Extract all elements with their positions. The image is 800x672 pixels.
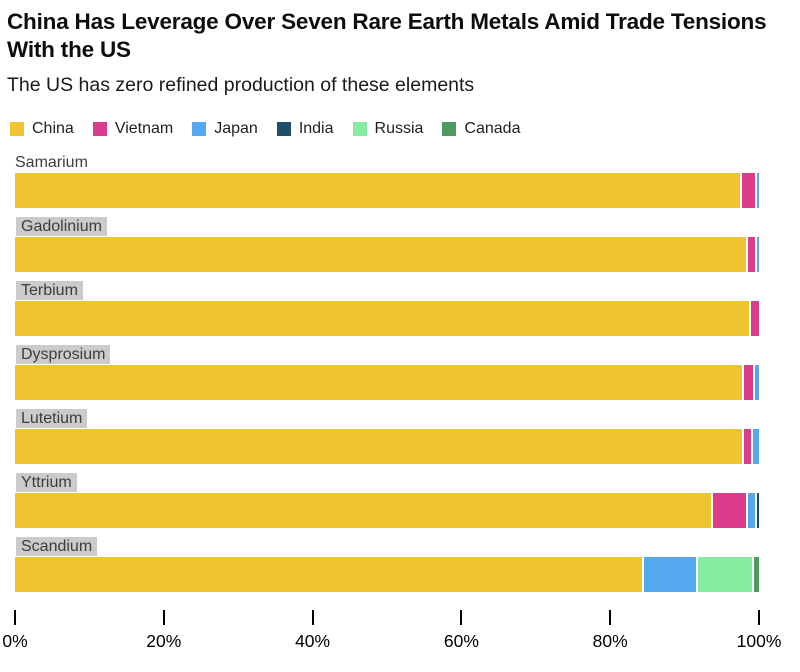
- bar-segment-vietnam: [746, 237, 756, 272]
- chart-row-lutetium: Lutetium: [15, 409, 759, 473]
- category-label: Gadolinium: [16, 217, 107, 236]
- category-label: Lutetium: [16, 409, 88, 428]
- category-label: Dysprosium: [16, 345, 111, 364]
- bar-track: [15, 493, 759, 528]
- chart-row-terbium: Terbium: [15, 281, 759, 345]
- bar-segment-china: [15, 365, 742, 400]
- bar-segment-japan: [755, 237, 759, 272]
- category-label-line: Scandium: [15, 537, 759, 557]
- bar-segment-china: [15, 557, 643, 592]
- bar-segment-china: [15, 173, 741, 208]
- bar-segment-vietnam: [748, 301, 759, 336]
- bar-track: [15, 301, 759, 336]
- legend-label: Canada: [464, 120, 521, 137]
- chart-row-dysprosium: Dysprosium: [15, 345, 759, 409]
- bar-segment-japan: [750, 429, 759, 464]
- legend-item-russia: Russia: [352, 120, 424, 138]
- axis-tick: [311, 610, 314, 625]
- chart-row-gadolinium: Gadolinium: [15, 217, 759, 281]
- axis-tick-label: 100%: [736, 631, 782, 651]
- bar-track: [15, 429, 759, 464]
- legend-swatch: [192, 122, 207, 136]
- category-label: Scandium: [16, 537, 98, 556]
- x-axis: 0% 20% 40% 60% 80% 100%: [2, 610, 781, 662]
- legend-swatch: [442, 122, 457, 136]
- bar-segment-china: [15, 429, 742, 464]
- bar-segment-vietnam: [740, 173, 755, 208]
- bar-segment-japan: [753, 365, 759, 400]
- legend-label: India: [298, 120, 334, 137]
- axis-tick: [162, 610, 165, 625]
- bar-segment-india: [754, 493, 759, 528]
- bar-segment-china: [15, 493, 711, 528]
- category-label-line: Yttrium: [15, 473, 759, 493]
- legend-swatch: [92, 122, 107, 136]
- bar-chart: Samarium Gadolinium Terbium Dysprosium Lutet…: [15, 153, 759, 601]
- axis-tick-label: 80%: [592, 631, 628, 651]
- axis-tick-label: 40%: [295, 631, 331, 651]
- legend-label: China: [32, 120, 74, 137]
- chart-row-yttrium: Yttrium: [15, 473, 759, 537]
- legend-swatch: [276, 122, 291, 136]
- axis-tick-label: 0%: [2, 631, 28, 651]
- chart-subtitle: The US has zero refined production of th…: [7, 74, 475, 96]
- legend-swatch: [352, 122, 367, 136]
- bar-track: [15, 237, 759, 272]
- axis-tick-label: 60%: [443, 631, 479, 651]
- category-label-line: Terbium: [15, 281, 759, 301]
- bar-segment-china: [15, 237, 747, 272]
- bar-segment-japan: [745, 493, 755, 528]
- legend-label: Japan: [214, 120, 258, 137]
- category-label: Samarium: [15, 154, 88, 171]
- legend-item-india: India: [276, 120, 334, 138]
- legend-label: Russia: [374, 120, 424, 137]
- chart-title: China Has Leverage Over Seven Rare Earth…: [7, 9, 767, 62]
- legend-swatch: [10, 122, 24, 136]
- bar-segment-vietnam: [710, 493, 746, 528]
- chart-row-scandium: Scandium: [15, 537, 759, 601]
- category-label-line: Dysprosium: [15, 345, 759, 365]
- axis-tick-label: 20%: [146, 631, 182, 651]
- bar-segment-china: [15, 301, 749, 336]
- category-label: Terbium: [16, 281, 83, 300]
- axis-tick: [609, 610, 612, 625]
- category-label: Yttrium: [16, 473, 77, 492]
- bar-segment-vietnam: [741, 429, 751, 464]
- legend-label: Vietnam: [114, 120, 174, 137]
- category-label-line: Samarium: [15, 153, 759, 173]
- legend-item-canada: Canada: [442, 120, 520, 138]
- axis-tick: [758, 610, 760, 625]
- bar-track: [15, 365, 759, 400]
- chart-row-samarium: Samarium: [15, 153, 759, 217]
- category-label-line: Lutetium: [15, 409, 759, 429]
- bar-segment-japan: [754, 173, 759, 208]
- bar-segment-russia: [695, 557, 752, 592]
- legend-item-vietnam: Vietnam: [92, 120, 174, 138]
- axis-tick: [460, 610, 463, 625]
- axis-tick: [14, 610, 16, 625]
- legend: China Vietnam Japan India Russia Canada: [10, 120, 800, 138]
- bar-track: [15, 173, 759, 208]
- legend-item-china: China: [10, 120, 74, 138]
- category-label-line: Gadolinium: [15, 217, 759, 237]
- bar-segment-canada: [751, 557, 759, 592]
- bar-segment-japan: [642, 557, 696, 592]
- bar-track: [15, 557, 759, 592]
- bar-segment-vietnam: [741, 365, 754, 400]
- legend-item-japan: Japan: [192, 120, 258, 138]
